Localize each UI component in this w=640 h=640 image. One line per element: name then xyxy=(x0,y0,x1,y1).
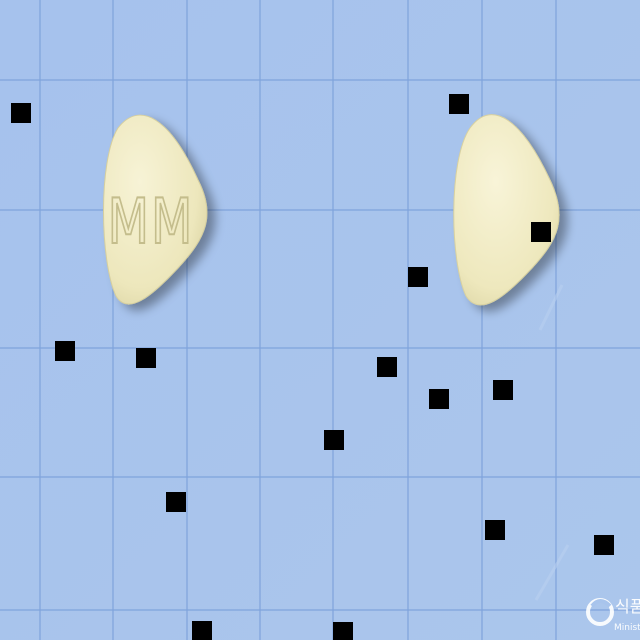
ministry-logo-icon xyxy=(586,598,614,626)
occlusion-square xyxy=(324,430,344,450)
occlusion-square xyxy=(493,380,513,400)
occlusion-squares xyxy=(11,94,614,640)
watermark: 식품 Minist xyxy=(586,597,640,633)
occlusion-square xyxy=(192,621,212,640)
reflection-streak xyxy=(538,284,564,331)
occlusion-square xyxy=(166,492,186,512)
pill-front: MM xyxy=(103,114,208,305)
occlusion-square xyxy=(429,389,449,409)
occlusion-square xyxy=(11,103,31,123)
occlusion-square xyxy=(377,357,397,377)
watermark-subtext: Minist xyxy=(614,623,640,633)
occlusion-square xyxy=(55,341,75,361)
pill-imprint: MM xyxy=(108,186,195,259)
occlusion-square xyxy=(136,348,156,368)
reflection-streak xyxy=(534,544,570,601)
pill-back xyxy=(453,114,560,306)
occlusion-square xyxy=(485,520,505,540)
occlusion-square xyxy=(408,267,428,287)
occlusion-square xyxy=(449,94,469,114)
occlusion-square xyxy=(333,622,353,640)
occlusion-square xyxy=(594,535,614,555)
watermark-text: 식품 xyxy=(615,597,640,616)
occlusion-square xyxy=(531,222,551,242)
